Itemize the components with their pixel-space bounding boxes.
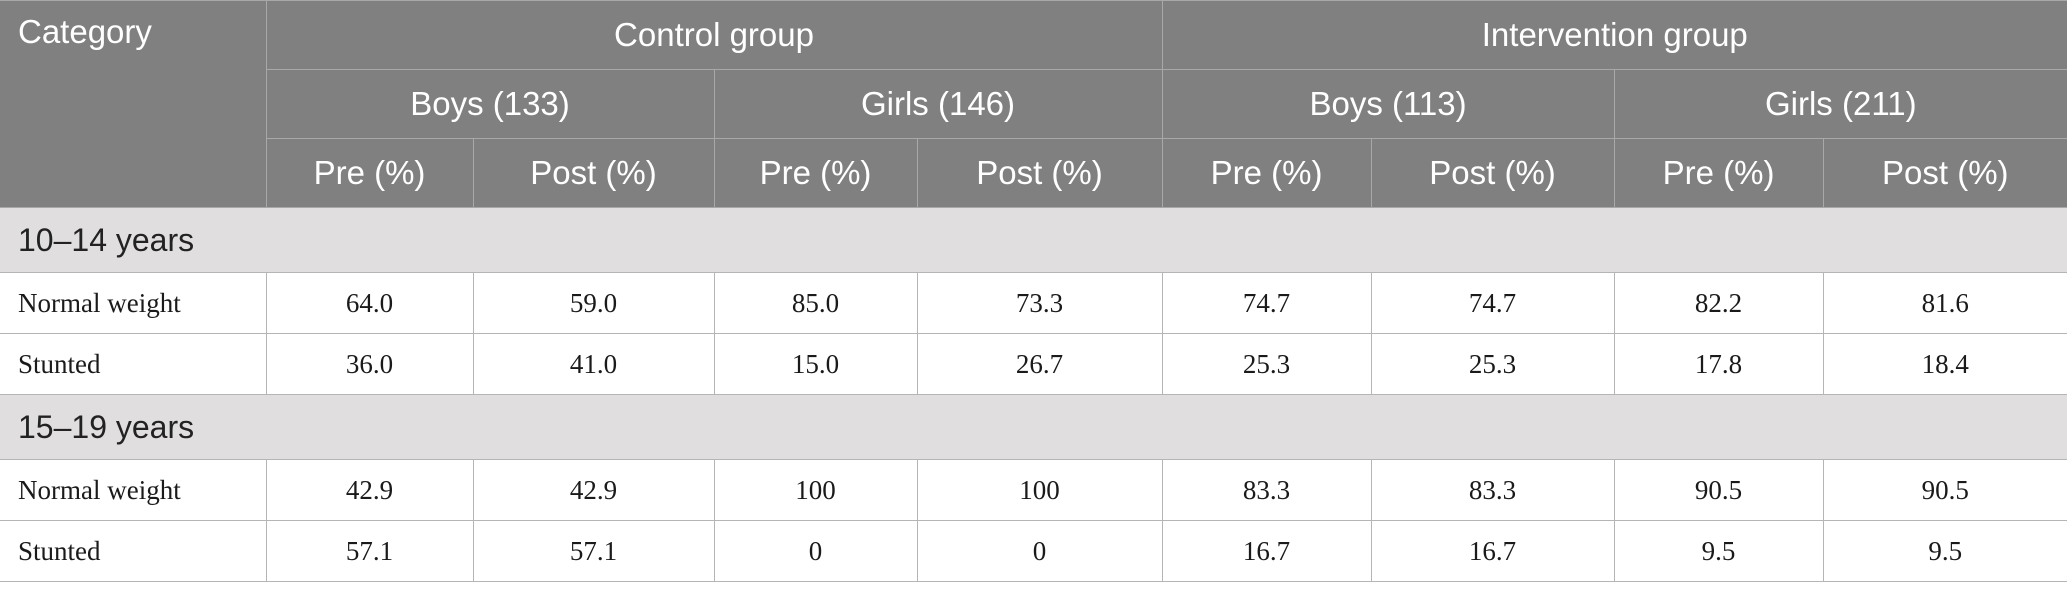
section-row-10-14: 10–14 years [0, 207, 2067, 273]
table-cell: 36.0 [265, 333, 474, 395]
table-cell: 90.5 [1613, 459, 1824, 521]
table-row: Stunted 36.0 41.0 15.0 26.7 25.3 25.3 17… [0, 333, 2067, 395]
row-label: Stunted [0, 333, 267, 395]
section-row-15-19: 15–19 years [0, 394, 2067, 460]
table-row: Stunted 57.1 57.1 0 0 16.7 16.7 9.5 9.5 [0, 520, 2067, 582]
measure-header: Post (%) [916, 138, 1163, 208]
table-cell: 42.9 [472, 459, 715, 521]
table-cell: 26.7 [916, 333, 1163, 395]
table-cell: 83.3 [1370, 459, 1615, 521]
table-cell: 25.3 [1370, 333, 1615, 395]
table-cell: 15.0 [713, 333, 918, 395]
header-row-subgroups: Boys (133) Girls (146) Boys (113) Girls … [0, 69, 2067, 139]
table-cell: 100 [713, 459, 918, 521]
table-cell: 25.3 [1161, 333, 1372, 395]
table-row: Normal weight 42.9 42.9 100 100 83.3 83.… [0, 459, 2067, 521]
table-cell: 41.0 [472, 333, 715, 395]
control-boys-header: Boys (133) [266, 69, 715, 139]
section-label: 15–19 years [0, 394, 2067, 460]
row-label: Normal weight [0, 272, 267, 334]
table-row: Normal weight 64.0 59.0 85.0 73.3 74.7 7… [0, 272, 2067, 334]
row-label: Normal weight [0, 459, 267, 521]
measure-header: Post (%) [1370, 138, 1615, 208]
table-cell: 16.7 [1370, 520, 1615, 582]
table-cell: 18.4 [1822, 333, 2067, 395]
intervention-boys-header: Boys (113) [1161, 69, 1615, 139]
table-cell: 57.1 [472, 520, 715, 582]
measure-header: Pre (%) [1613, 138, 1824, 208]
section-label: 10–14 years [0, 207, 2067, 273]
table-cell: 82.2 [1613, 272, 1824, 334]
measure-header: Post (%) [1822, 138, 2067, 208]
table-cell: 85.0 [713, 272, 918, 334]
measure-header: Pre (%) [1161, 138, 1372, 208]
control-group-header: Control group [265, 0, 1163, 70]
measure-header: Pre (%) [713, 138, 918, 208]
intervention-girls-header: Girls (211) [1613, 69, 2067, 139]
category-header: Category [0, 0, 267, 208]
table-cell: 74.7 [1161, 272, 1372, 334]
table-cell: 9.5 [1613, 520, 1824, 582]
table-cell: 81.6 [1822, 272, 2067, 334]
table-cell: 57.1 [265, 520, 474, 582]
control-girls-header: Girls (146) [713, 69, 1163, 139]
table-cell: 90.5 [1822, 459, 2067, 521]
table-cell: 16.7 [1161, 520, 1372, 582]
table-body: 10–14 years Normal weight 64.0 59.0 85.0… [0, 207, 2067, 582]
stunting-table: Category Control group Intervention grou… [0, 0, 2067, 582]
table-cell: 17.8 [1613, 333, 1824, 395]
measure-header: Pre (%) [266, 138, 474, 208]
measure-header: Post (%) [472, 138, 715, 208]
table-cell: 42.9 [265, 459, 474, 521]
row-label: Stunted [0, 520, 267, 582]
header-row-groups: Category Control group Intervention grou… [0, 0, 2067, 208]
table-cell: 59.0 [472, 272, 715, 334]
header-row-measures: Pre (%) Post (%) Pre (%) Post (%) Pre (%… [0, 138, 2067, 208]
table-cell: 0 [713, 520, 918, 582]
table-cell: 83.3 [1161, 459, 1372, 521]
table-cell: 100 [916, 459, 1163, 521]
table-cell: 64.0 [265, 272, 474, 334]
intervention-group-header: Intervention group [1161, 0, 2067, 70]
table-cell: 0 [916, 520, 1163, 582]
table-cell: 73.3 [916, 272, 1163, 334]
table-cell: 9.5 [1822, 520, 2067, 582]
table-header: Category Control group Intervention grou… [0, 0, 2067, 208]
table-cell: 74.7 [1370, 272, 1615, 334]
